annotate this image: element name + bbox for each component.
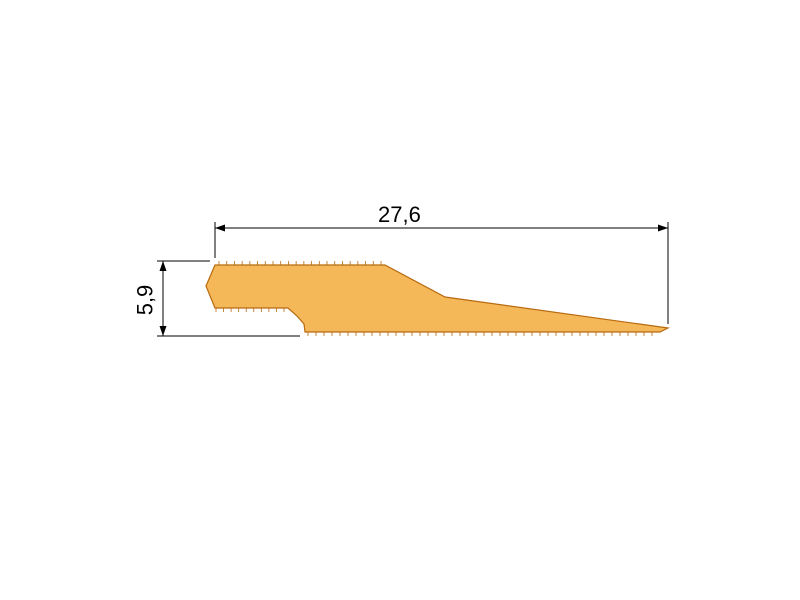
drawing-canvas: [0, 0, 800, 600]
dimension-horizontal-label: 27,6: [378, 202, 421, 228]
profile-cross-section: [206, 265, 668, 332]
dimension-vertical-label: 5,9: [132, 285, 158, 316]
